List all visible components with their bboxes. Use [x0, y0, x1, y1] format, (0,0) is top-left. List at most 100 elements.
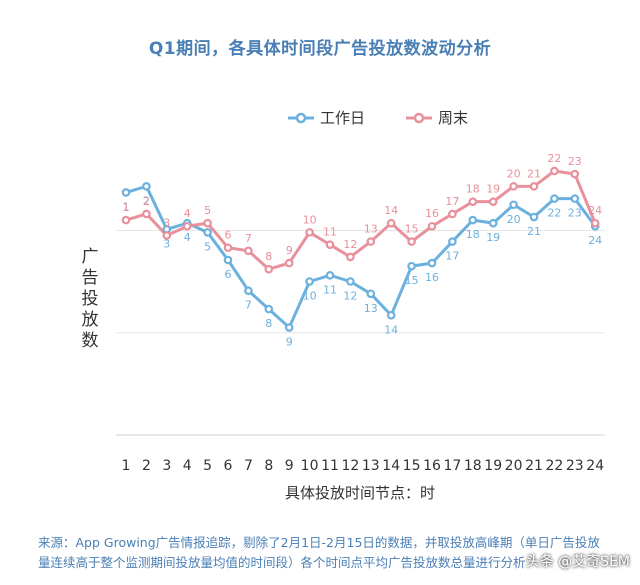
data-point: [305, 228, 314, 237]
data-point: [509, 182, 518, 191]
data-label: 8: [265, 250, 272, 263]
data-label: 21: [527, 225, 541, 238]
x-tick-label: 2: [142, 458, 151, 474]
chart-title: Q1期间，各具体时间段广告投放数波动分析: [148, 39, 492, 59]
x-tick-label: 17: [443, 458, 461, 474]
data-point: [590, 218, 600, 228]
data-point: [366, 237, 376, 246]
data-label: 11: [323, 226, 337, 239]
data-label: 22: [547, 207, 561, 220]
data-point: [468, 197, 478, 206]
series-line: [125, 169, 597, 271]
data-point: [325, 240, 335, 249]
x-tick-label: 24: [586, 458, 604, 474]
footnote: 来源：App Growing广告情报追踪，剔除了2月1日-2月15日的数据，并取…: [38, 533, 628, 573]
data-label: 21: [527, 167, 541, 180]
x-tick-labels: 1 2 3 4 5 6 7 8 9 10 11 12 13 14 15 16 17 18 19 20 21 22 23 24: [122, 458, 605, 474]
x-tick-label: 3: [162, 458, 171, 474]
data-point: [386, 218, 396, 228]
data-point: [244, 286, 253, 296]
y-axis-label-char: 告: [82, 268, 99, 288]
data-point: [305, 277, 314, 286]
data-label: 13: [364, 302, 378, 315]
footnote-line-1: 来源：App Growing广告情报追踪，剔除了2月1日-2月15日的数据，并取…: [38, 535, 600, 550]
x-tick-label: 6: [224, 458, 233, 474]
data-point: [284, 258, 294, 268]
x-tick-label: 15: [403, 458, 421, 474]
data-point: [550, 194, 559, 203]
data-point: [244, 246, 253, 256]
data-label: 8: [265, 317, 272, 330]
x-tick-label: 5: [203, 458, 212, 474]
data-point: [529, 182, 539, 191]
y-axis-label-char: 广: [82, 247, 99, 267]
data-point: [407, 261, 416, 271]
data-point: [142, 209, 151, 219]
x-tick-label: 14: [382, 458, 400, 474]
data-point: [488, 197, 498, 206]
x-axis-label: 具体投放时间节点：时: [285, 484, 435, 502]
data-point: [223, 243, 233, 253]
data-point: [182, 221, 192, 231]
legend-label: 周末: [438, 109, 468, 127]
data-label: 15: [405, 274, 419, 287]
x-tick-label: 16: [423, 458, 441, 474]
data-point: [121, 215, 131, 225]
data-label: 14: [384, 323, 398, 336]
data-point: [346, 252, 355, 262]
legend-marker: [413, 112, 425, 124]
data-label: 7: [245, 299, 252, 312]
data-point: [570, 169, 580, 179]
data-label: 9: [286, 336, 293, 349]
data-label: 14: [384, 204, 398, 217]
data-label: 10: [303, 290, 317, 303]
data-label: 17: [445, 195, 459, 208]
data-point: [284, 323, 294, 332]
data-label: 2: [143, 194, 150, 207]
series-line: [125, 184, 597, 330]
x-tick-label: 19: [484, 458, 502, 474]
data-point: [223, 255, 233, 265]
x-tick-label: 7: [244, 458, 253, 474]
data-label: 7: [245, 232, 252, 245]
data-label: 13: [364, 223, 378, 236]
x-tick-label: 9: [285, 458, 294, 474]
x-tick-label: 4: [183, 458, 192, 474]
x-tick-label: 13: [362, 458, 380, 474]
data-point: [346, 277, 355, 286]
data-label: 5: [204, 240, 211, 253]
data-label: 19: [486, 183, 500, 196]
data-point: [162, 231, 172, 240]
data-label: 20: [507, 213, 521, 226]
legend-label: 工作日: [320, 109, 365, 127]
data-label: 22: [547, 152, 561, 165]
data-point: [366, 289, 376, 299]
x-tick-label: 11: [321, 458, 339, 474]
data-point: [264, 304, 274, 314]
data-point: [529, 212, 539, 222]
y-axis-label-char: 投: [82, 289, 99, 309]
watermark: 头条 @艾奇SEM: [525, 554, 630, 570]
data-label: 18: [466, 228, 480, 241]
data-label: 20: [507, 167, 521, 180]
data-point: [203, 218, 212, 228]
x-tick-label: 23: [566, 458, 584, 474]
data-label: 16: [425, 271, 439, 284]
y-axis-label: 广告投放数: [82, 247, 99, 351]
data-point: [427, 221, 437, 231]
x-tick-label: 8: [264, 458, 273, 474]
data-point: [264, 264, 274, 274]
x-tick-label: 12: [341, 458, 359, 474]
data-label: 3: [163, 216, 170, 229]
data-label: 6: [225, 268, 232, 281]
data-point: [448, 209, 457, 219]
legend-marker: [295, 112, 307, 124]
data-label: 10: [303, 213, 317, 226]
data-point: [142, 182, 151, 191]
data-point: [121, 188, 131, 197]
legend: 工作日 周末: [288, 109, 468, 127]
data-point: [325, 271, 335, 280]
data-point: [427, 258, 437, 268]
